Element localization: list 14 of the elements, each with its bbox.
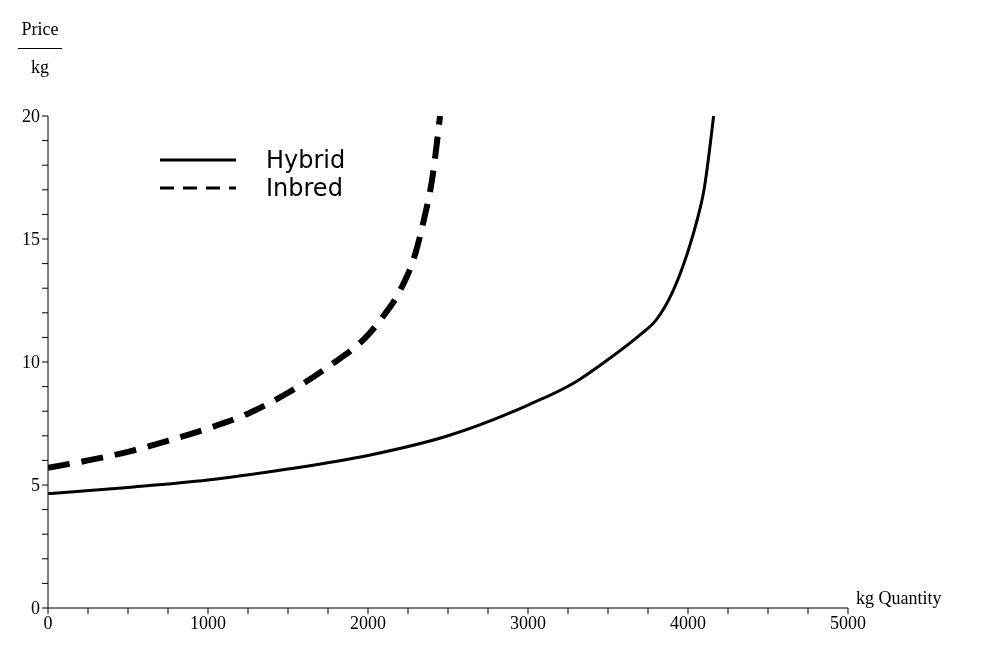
y-axis-title: Price kg (18, 10, 62, 86)
x-tick-label: 2000 (350, 612, 386, 633)
y-tick-label: 0 (31, 598, 40, 619)
y-tick-label: 10 (22, 352, 40, 373)
y-tick-label: 20 (22, 106, 40, 127)
x-tick-label: 4000 (670, 612, 706, 633)
legend-label: Inbred (266, 174, 343, 202)
legend-label: Hybrid (266, 146, 346, 174)
x-axis-title: kg Quantity (856, 588, 942, 609)
x-tick-label: 5000 (830, 612, 866, 633)
y-tick-label: 5 (31, 475, 40, 496)
y-tick-label: 15 (22, 229, 40, 250)
x-tick-label: 1000 (190, 612, 226, 633)
x-tick-label: 3000 (510, 612, 546, 633)
